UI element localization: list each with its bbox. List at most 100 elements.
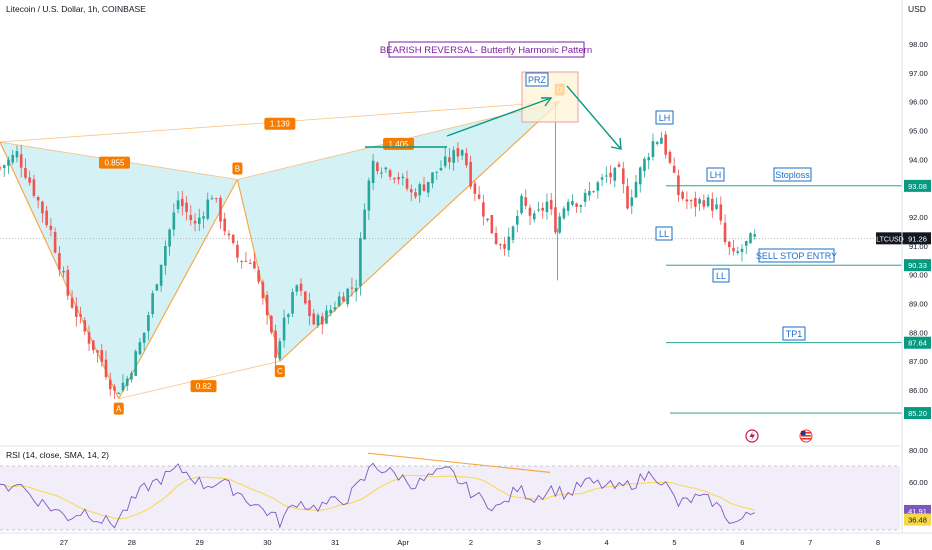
- lh-label-1: LH: [659, 113, 671, 123]
- pattern-point-b: B: [235, 165, 240, 174]
- candle-body: [185, 202, 188, 213]
- ll-label-2: LL: [716, 271, 726, 281]
- price-tick: 96.00: [909, 98, 928, 107]
- candle-body: [2, 165, 6, 169]
- candle-body: [227, 233, 231, 236]
- candle-body: [672, 165, 676, 173]
- candle-body: [456, 148, 460, 157]
- candle-body: [91, 340, 95, 351]
- last-price-text: 91.26: [908, 234, 927, 243]
- rsi-value-tag: [904, 504, 931, 517]
- candle-body: [28, 177, 31, 183]
- candle-body: [537, 209, 540, 211]
- candle-body: [0, 167, 2, 169]
- candle-body: [499, 244, 502, 246]
- candle-body: [583, 192, 587, 202]
- candle-body: [244, 260, 248, 262]
- pattern-title-box[interactable]: [388, 41, 585, 58]
- candle-body: [689, 200, 693, 202]
- rsi-value-text: 41.91: [908, 507, 927, 516]
- candle-body: [354, 288, 358, 292]
- candle-body: [337, 296, 341, 307]
- candle-body: [668, 151, 672, 163]
- candle-body: [265, 294, 269, 316]
- candle-body: [58, 253, 61, 270]
- candle-body: [507, 236, 511, 251]
- candle-body: [503, 244, 506, 249]
- time-tick: 6: [740, 538, 744, 547]
- candle-body: [223, 218, 227, 232]
- candle-body: [541, 207, 545, 211]
- candle-body: [515, 215, 519, 225]
- candle-body: [113, 386, 116, 391]
- candle-body: [643, 158, 646, 172]
- candle-body: [613, 167, 617, 181]
- candle-body: [219, 197, 222, 222]
- ratio-label-box: [264, 117, 296, 130]
- candle-body: [142, 332, 146, 343]
- candle-body: [596, 182, 600, 191]
- candle-body: [426, 181, 430, 193]
- candle-body: [121, 382, 125, 391]
- time-tick: 29: [195, 538, 203, 547]
- event-icons[interactable]: [745, 429, 813, 443]
- candle-body: [465, 152, 468, 166]
- candle-body: [248, 262, 252, 264]
- candle-body: [181, 198, 184, 207]
- pattern-point-b-box: [232, 162, 243, 175]
- price-tick: 94.00: [909, 155, 928, 164]
- candle-body: [588, 191, 591, 196]
- candle-body: [376, 162, 379, 172]
- lh-label-2: LH: [710, 170, 722, 180]
- candle-body: [460, 150, 464, 156]
- candle-body: [371, 160, 375, 184]
- candle-body: [605, 175, 608, 177]
- candle-body: [325, 310, 328, 324]
- tp1-label: TP1: [786, 329, 803, 339]
- candle-body: [393, 178, 396, 180]
- symbol-title[interactable]: Litecoin / U.S. Dollar, 1h, COINBASE: [6, 4, 146, 14]
- candle-body: [380, 172, 383, 174]
- prz-label-box: [525, 72, 549, 87]
- candle-body: [439, 168, 443, 171]
- level-lines: [0, 185, 902, 414]
- pattern-leg-ab: [118, 179, 238, 399]
- candle-body: [193, 220, 197, 224]
- candle-body: [210, 198, 214, 200]
- candle-body: [240, 260, 243, 262]
- candle-body: [329, 309, 333, 313]
- candle-body: [79, 314, 82, 317]
- candle-body: [231, 234, 235, 244]
- arrow-to-prz: [446, 97, 552, 137]
- candle-body: [469, 161, 472, 187]
- currency-label: USD: [908, 4, 926, 14]
- candle-body: [236, 244, 239, 258]
- candle-body: [511, 226, 515, 240]
- price-axis[interactable]: 86.0087.0088.0089.0090.0091.0092.0093.00…: [876, 40, 931, 420]
- candle-body: [647, 157, 651, 161]
- candle-body: [261, 281, 265, 299]
- time-tick: Apr: [397, 538, 409, 547]
- candle-body: [711, 198, 714, 211]
- candle-body: [274, 330, 277, 358]
- candle-body: [566, 201, 570, 211]
- candle-body: [732, 247, 735, 252]
- rsi-line: [0, 462, 755, 529]
- ratio-label: 0.82: [196, 382, 212, 391]
- candle-body: [600, 177, 604, 180]
- ll-label-1: LL: [659, 229, 669, 239]
- candle-body: [609, 172, 612, 178]
- candle-body: [138, 342, 142, 355]
- candle-body: [32, 179, 36, 196]
- candle-body: [53, 231, 57, 253]
- level-price-tag: [904, 407, 931, 420]
- candle-body: [130, 373, 133, 380]
- level-price-text: 85.20: [908, 409, 927, 418]
- ratio-label: 1.139: [270, 120, 291, 129]
- candle-body: [452, 150, 455, 163]
- pattern-point-c: C: [277, 367, 283, 376]
- candle-body: [278, 341, 282, 359]
